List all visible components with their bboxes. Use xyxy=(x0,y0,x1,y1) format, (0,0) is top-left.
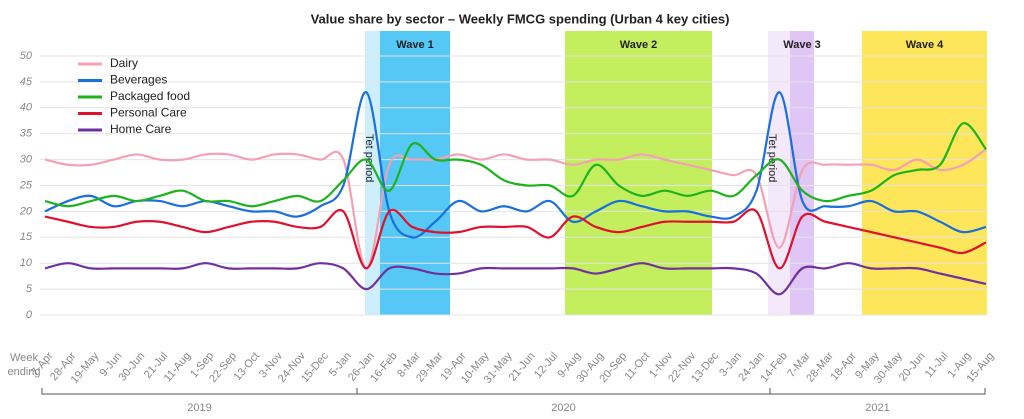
chart-title: Value share by sector – Weekly FMCG spen… xyxy=(311,11,730,26)
series-line xyxy=(44,148,987,270)
band-label: Wave 2 xyxy=(620,39,658,51)
band-label: Wave 1 xyxy=(396,39,434,51)
y-tick-label: 15 xyxy=(20,231,33,243)
y-tick-label: 45 xyxy=(20,76,33,88)
year-label: 2020 xyxy=(551,402,575,414)
y-tick-label: 10 xyxy=(20,257,33,269)
legend-label: Packaged food xyxy=(110,89,190,103)
y-tick-label: 20 xyxy=(19,205,33,217)
year-bracket xyxy=(356,388,771,395)
y-tick-label: 25 xyxy=(19,179,33,191)
year-bracket xyxy=(769,388,986,395)
band xyxy=(862,31,987,315)
band-label: Wave 4 xyxy=(906,39,944,51)
y-tick-label: 30 xyxy=(20,154,33,166)
band-label: Tet period xyxy=(363,134,375,182)
year-bracket xyxy=(41,388,358,395)
x-tick-label: 12-Jul xyxy=(532,350,560,381)
x-tick-label: 18-Apr xyxy=(828,350,859,383)
legend-label: Personal Care xyxy=(110,106,187,120)
y-tick-label: 5 xyxy=(26,283,33,295)
series-line xyxy=(44,208,987,270)
legend-label: Home Care xyxy=(110,122,172,136)
year-label: 2019 xyxy=(187,402,211,414)
band-label: Wave 3 xyxy=(783,39,821,51)
y-tick-label: 0 xyxy=(26,309,33,321)
x-tick-label: 11-Oct xyxy=(622,350,652,382)
series-line xyxy=(44,262,987,296)
x-axis-label: Week ending xyxy=(7,352,40,378)
legend-label: Dairy xyxy=(110,56,138,70)
y-tick-label: 35 xyxy=(20,128,33,140)
x-axis-label-line: Week xyxy=(10,352,38,364)
legend-label: Beverages xyxy=(110,73,167,87)
y-tick-label: 50 xyxy=(20,50,33,62)
x-tick-label: 11-Jul xyxy=(923,350,951,380)
x-axis-label-line: ending xyxy=(7,366,40,378)
year-label: 2021 xyxy=(865,402,889,414)
series-line xyxy=(44,122,987,208)
y-tick-label: 40 xyxy=(20,102,33,114)
band-label: Tet period xyxy=(766,134,778,182)
x-tick-label: 13-Oct xyxy=(232,350,262,383)
band xyxy=(380,31,450,315)
